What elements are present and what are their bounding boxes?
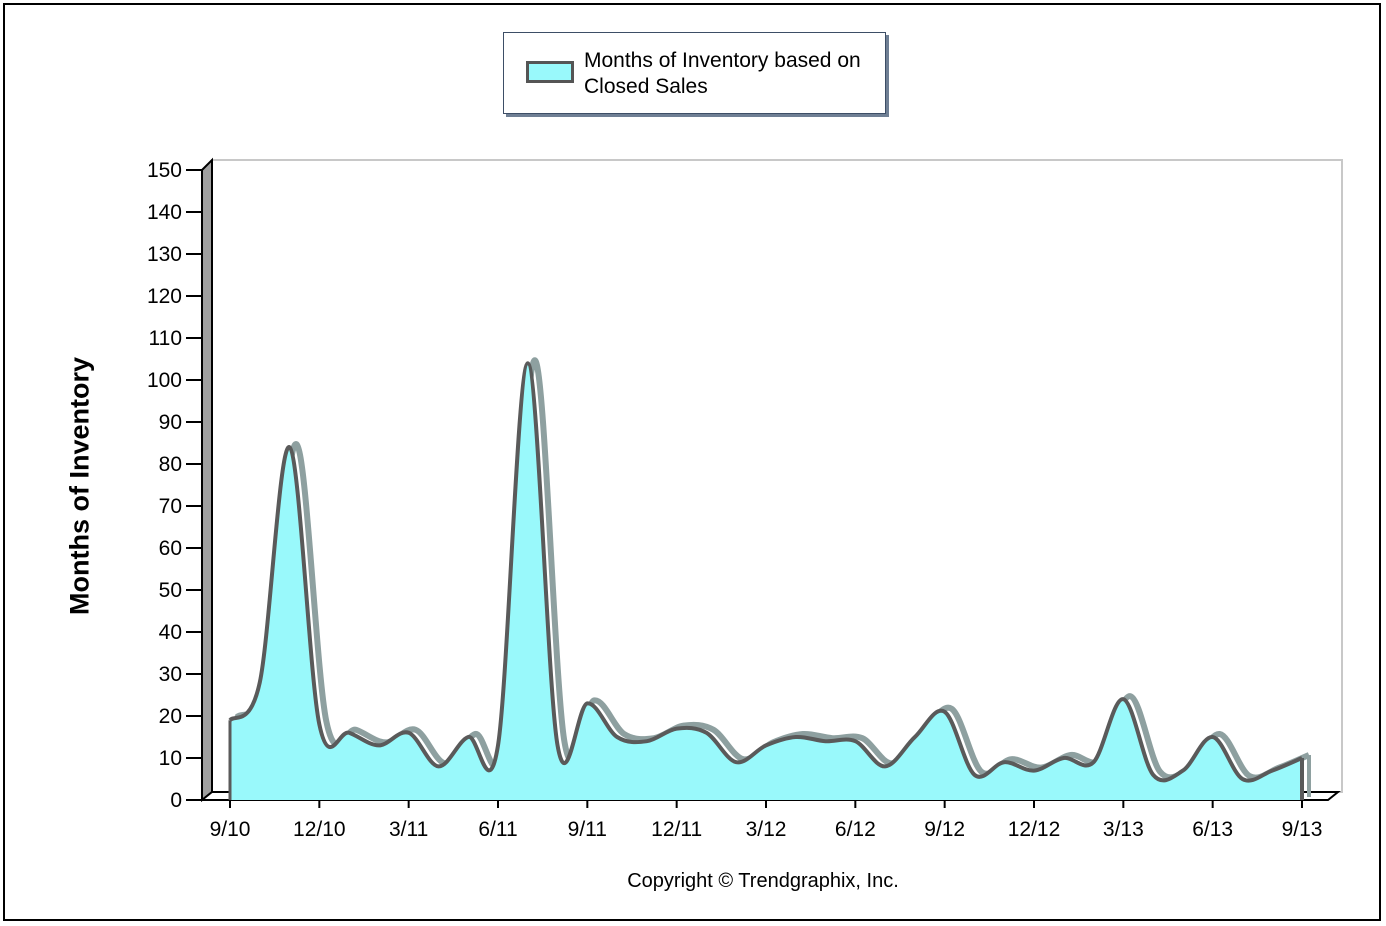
x-tick-label: 3/13 <box>1103 818 1144 841</box>
y-tick-label: 40 <box>159 621 182 644</box>
y-tick-label: 90 <box>159 411 182 434</box>
x-tick-label: 12/10 <box>293 818 346 841</box>
x-tick-label: 12/12 <box>1008 818 1061 841</box>
x-tick-label: 9/13 <box>1282 818 1323 841</box>
y-tick-label: 100 <box>147 369 182 392</box>
y-tick-label: 20 <box>159 705 182 728</box>
chart-walls <box>199 157 1343 803</box>
x-tick-label: 9/12 <box>924 818 965 841</box>
x-tick-label: 12/11 <box>651 818 702 841</box>
x-tick-label: 9/10 <box>210 818 251 841</box>
legend-label: Months of Inventory based on Closed Sale… <box>584 49 861 98</box>
y-tick-label: 10 <box>159 747 182 770</box>
x-tick-label: 9/11 <box>568 818 607 841</box>
y-tick-label: 110 <box>149 327 182 350</box>
y-tick-label: 60 <box>159 537 182 560</box>
x-axis: 9/10 12/10 3/11 6/11 9/11 12/11 3/12 6/12 9/12 12… <box>210 800 1323 841</box>
x-tick-label: 6/13 <box>1192 818 1233 841</box>
y-tick-label: 120 <box>147 285 182 308</box>
y-tick-label: 140 <box>147 201 182 224</box>
y-axis: 0 10 20 30 40 50 60 70 80 90 100 110 120 130 140 150 <box>147 159 202 812</box>
y-tick-label: 130 <box>147 243 182 266</box>
y-tick-label: 70 <box>159 495 182 518</box>
y-tick-label: 80 <box>159 453 182 476</box>
x-tick-label: 3/12 <box>746 818 787 841</box>
y-tick-label: 0 <box>170 789 182 812</box>
back-wall <box>211 159 1343 793</box>
y-tick-label: 150 <box>147 159 182 182</box>
x-tick-label: 6/11 <box>478 818 517 841</box>
x-tick-label: 6/12 <box>835 818 876 841</box>
legend: Months of Inventory based on Closed Sale… <box>503 32 886 114</box>
left-wall <box>201 157 213 803</box>
x-tick-label: 3/11 <box>389 818 428 841</box>
legend-swatch <box>526 61 574 83</box>
series-line <box>228 361 1303 783</box>
copyright-text: Copyright © Trendgraphix, Inc. <box>627 870 899 892</box>
area-series <box>228 357 1311 800</box>
y-tick-label: 30 <box>159 663 182 686</box>
y-tick-label: 50 <box>159 579 182 602</box>
